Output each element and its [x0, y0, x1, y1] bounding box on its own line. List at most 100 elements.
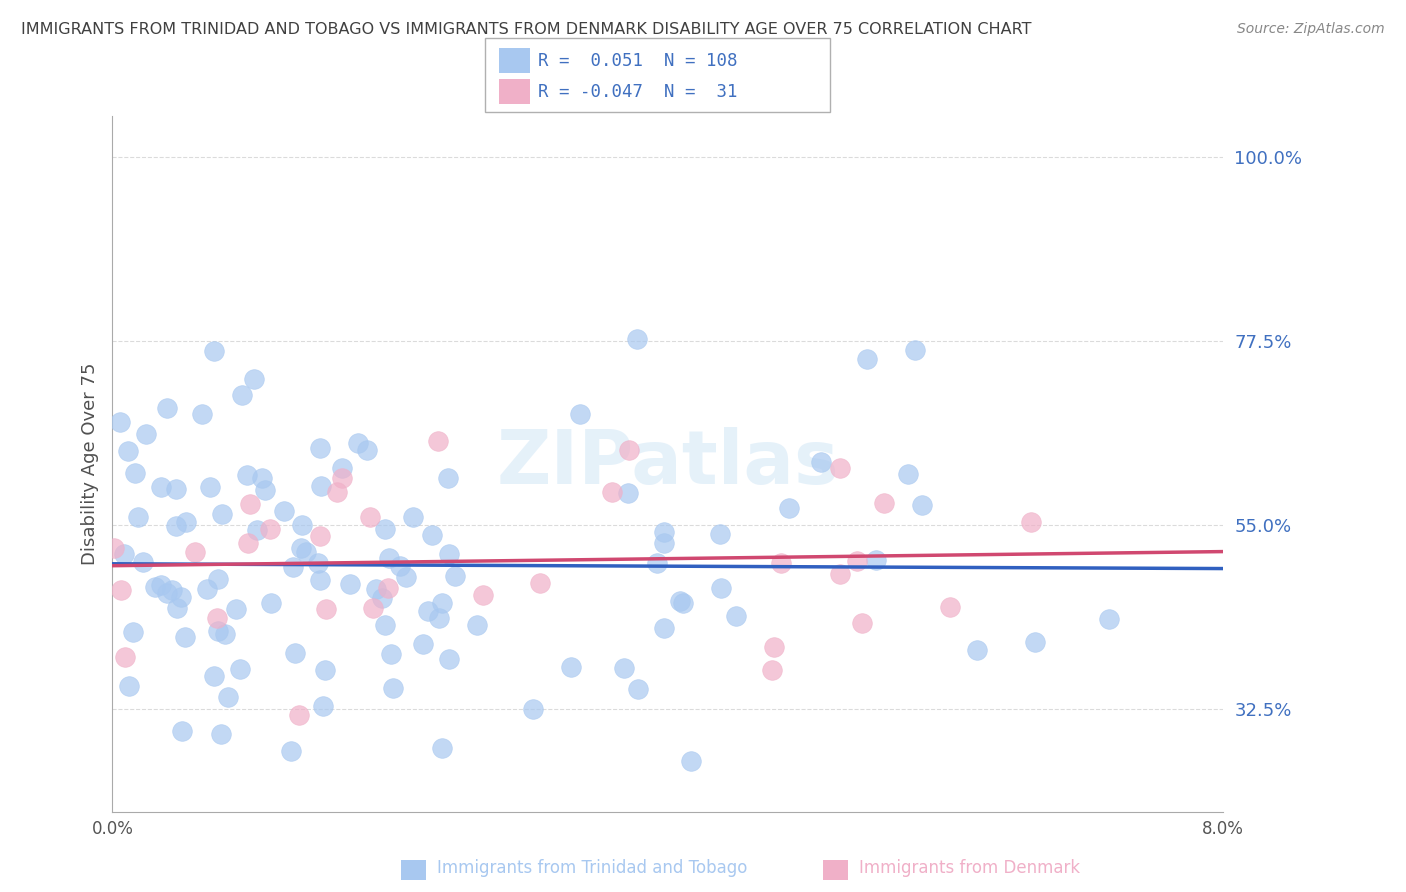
Point: [627, 681, 650, 696]
Point: [184, 545, 207, 559]
Point: [273, 504, 295, 518]
Point: [114, 649, 136, 664]
Point: [149, 578, 172, 592]
Point: [851, 615, 873, 630]
Point: [652, 536, 675, 550]
Point: [291, 517, 314, 532]
Point: [370, 591, 392, 605]
Text: ZIPatlas: ZIPatlas: [496, 427, 839, 500]
Point: [761, 663, 783, 677]
Point: [307, 556, 329, 570]
Text: IMMIGRANTS FROM TRINIDAD AND TOBAGO VS IMMIGRANTS FROM DENMARK DISABILITY AGE OV: IMMIGRANTS FROM TRINIDAD AND TOBAGO VS I…: [21, 22, 1032, 37]
Point: [260, 596, 283, 610]
Point: [966, 642, 988, 657]
Point: [236, 468, 259, 483]
Point: [339, 576, 361, 591]
Point: [395, 569, 418, 583]
Point: [427, 611, 450, 625]
Point: [380, 647, 402, 661]
Point: [143, 580, 166, 594]
Point: [402, 510, 425, 524]
Y-axis label: Disability Age Over 75: Disability Age Over 75: [80, 362, 98, 566]
Point: [412, 637, 434, 651]
Point: [347, 436, 370, 450]
Point: [236, 535, 259, 549]
Point: [377, 581, 399, 595]
Point: [243, 372, 266, 386]
Point: [560, 660, 582, 674]
Point: [391, 855, 413, 870]
Point: [374, 522, 396, 536]
Point: [160, 583, 183, 598]
Text: R = -0.047  N =  31: R = -0.047 N = 31: [538, 83, 738, 101]
Point: [225, 601, 247, 615]
Point: [281, 560, 304, 574]
Point: [872, 496, 894, 510]
Point: [150, 480, 173, 494]
Point: [108, 415, 131, 429]
Point: [904, 343, 927, 358]
Point: [202, 344, 225, 359]
Point: [374, 617, 396, 632]
Point: [845, 554, 868, 568]
Point: [117, 679, 139, 693]
Text: Immigrants from Denmark: Immigrants from Denmark: [859, 859, 1080, 877]
Point: [207, 572, 229, 586]
Point: [315, 602, 337, 616]
Point: [228, 662, 250, 676]
Point: [280, 743, 302, 757]
Point: [778, 501, 800, 516]
Point: [430, 596, 453, 610]
Point: [600, 484, 623, 499]
Point: [432, 740, 454, 755]
Point: [616, 486, 638, 500]
Point: [156, 401, 179, 416]
Point: [252, 471, 274, 485]
Point: [174, 515, 197, 529]
Point: [472, 588, 495, 602]
Point: [617, 443, 640, 458]
Point: [897, 467, 920, 481]
Point: [672, 596, 695, 610]
Point: [725, 609, 748, 624]
Point: [389, 558, 412, 573]
Point: [124, 466, 146, 480]
Point: [326, 484, 349, 499]
Point: [1024, 634, 1046, 648]
Point: [810, 454, 832, 468]
Point: [174, 630, 197, 644]
Point: [110, 582, 132, 597]
Point: [239, 497, 262, 511]
Point: [332, 460, 354, 475]
Point: [709, 527, 731, 541]
Point: [202, 669, 225, 683]
Point: [198, 480, 221, 494]
Point: [207, 624, 229, 639]
Point: [612, 661, 634, 675]
Point: [117, 443, 139, 458]
Point: [207, 611, 229, 625]
Point: [165, 519, 187, 533]
Point: [669, 593, 692, 607]
Point: [437, 652, 460, 666]
Point: [626, 332, 648, 346]
Point: [377, 550, 399, 565]
Point: [830, 567, 852, 582]
Point: [356, 443, 378, 458]
Point: [366, 582, 388, 596]
Point: [290, 541, 312, 556]
Point: [309, 479, 332, 493]
Point: [436, 471, 458, 485]
Point: [103, 541, 125, 555]
Point: [330, 471, 353, 485]
Point: [191, 407, 214, 421]
Point: [681, 754, 703, 768]
Point: [361, 601, 384, 615]
Text: R =  0.051  N = 108: R = 0.051 N = 108: [538, 52, 738, 70]
Point: [359, 510, 381, 524]
Point: [769, 556, 792, 570]
Point: [231, 387, 253, 401]
Point: [209, 726, 232, 740]
Point: [254, 483, 277, 497]
Point: [465, 618, 488, 632]
